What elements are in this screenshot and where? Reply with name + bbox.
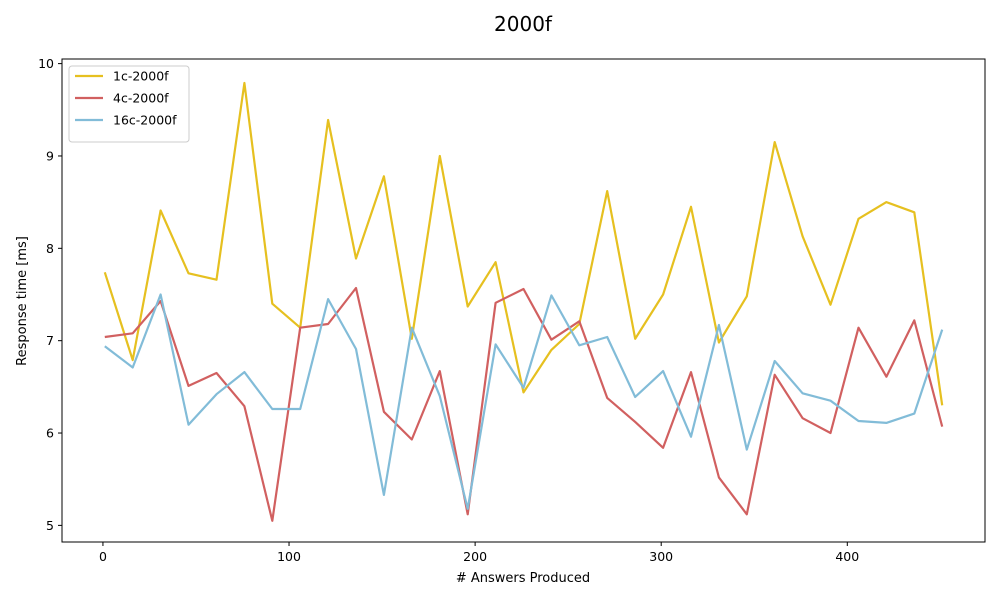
x-tick-label: 300 [649,549,673,564]
legend: 1c-2000f 4c-2000f 16c-2000f [68,65,190,143]
series-line-2 [104,286,944,522]
legend-label-3: 16c-2000f [113,113,177,128]
x-tick-label: 200 [463,549,487,564]
x-axis: 0 100 200 300 400 [99,542,859,564]
legend-label-2: 4c-2000f [113,91,169,106]
legend-box [68,65,190,143]
y-axis: 5 6 7 8 9 10 [38,56,62,533]
y-tick-label: 5 [46,518,54,533]
series-layer [103,81,944,522]
y-tick-label: 6 [46,426,54,441]
y-tick-label: 8 [46,241,54,256]
y-tick-label: 7 [46,333,54,348]
chart-title: 2000f [494,12,553,36]
plot-area-frame [61,58,986,543]
x-tick-label: 0 [99,549,107,564]
y-axis-label: Response time [ms] [15,236,30,366]
x-tick-label: 100 [277,549,301,564]
x-tick-label: 400 [835,549,859,564]
series-line-1 [103,81,944,406]
y-tick-label: 10 [38,56,54,71]
legend-label-1: 1c-2000f [113,69,169,84]
series-line-3 [104,293,944,510]
y-tick-label: 9 [46,148,54,163]
x-axis-label: # Answers Produced [456,571,590,586]
